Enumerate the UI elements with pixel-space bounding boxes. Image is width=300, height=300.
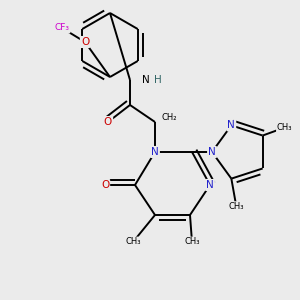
Text: N: N [151, 147, 159, 157]
Text: CF₃: CF₃ [55, 23, 70, 32]
Text: CH₂: CH₂ [161, 113, 177, 122]
Text: CH₃: CH₃ [184, 238, 200, 247]
Text: H: H [154, 75, 162, 85]
Text: O: O [101, 180, 109, 190]
Text: N: N [208, 147, 216, 157]
Text: CH₃: CH₃ [229, 202, 244, 211]
Text: N: N [206, 180, 214, 190]
Text: O: O [104, 117, 112, 127]
Text: N: N [227, 120, 235, 130]
Text: N: N [142, 75, 150, 85]
Text: O: O [81, 37, 89, 47]
Text: CH₃: CH₃ [125, 238, 141, 247]
Text: CH₃: CH₃ [277, 123, 292, 132]
